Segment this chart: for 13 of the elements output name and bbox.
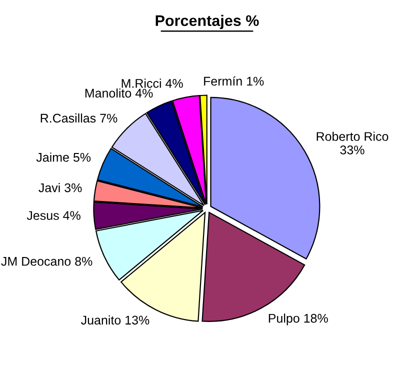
slice-label: M.Ricci 4%: [122, 78, 183, 88]
slice-label: Juanito 13%: [81, 315, 150, 325]
slice-label: Javi 3%: [38, 183, 82, 192]
slice-label: JM Deocano 8%: [1, 256, 92, 266]
slice-label: Jaime 5%: [36, 152, 91, 162]
chart-title: Porcentajes %: [156, 14, 259, 30]
slice-label: Roberto Rico: [316, 132, 388, 141]
data-label: 33%: [340, 146, 364, 154]
slice-label: Jesus 4%: [26, 211, 80, 220]
slice-label: Pulpo 18%: [268, 314, 328, 326]
slice-label: R.Casillas 7%: [40, 113, 118, 123]
slice-label: Fermín 1%: [204, 76, 264, 86]
slice-label: Manolito 4%: [85, 88, 153, 98]
